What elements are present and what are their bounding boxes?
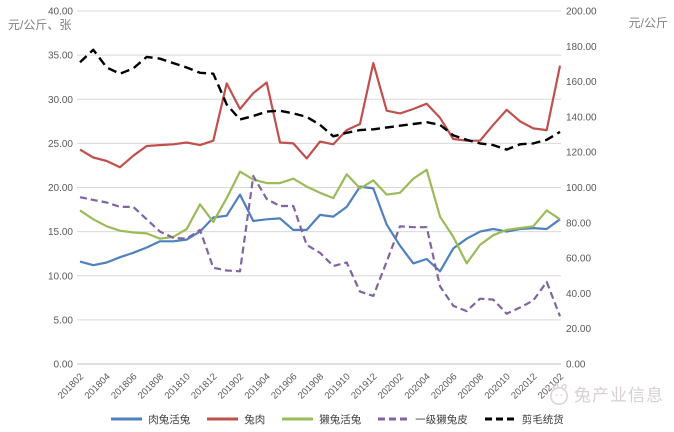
legend-label: 肉兔活兔 xyxy=(148,413,191,426)
series-line-肉兔活兔 xyxy=(79,185,561,273)
x-axis-tick-label: 201802 xyxy=(56,371,86,401)
legend-label: 剪毛统货 xyxy=(521,413,564,426)
right-axis-tick-label: 140.00 xyxy=(566,112,597,123)
series-line-一级獭兔皮 xyxy=(79,174,562,317)
x-axis-tick-label: 201906 xyxy=(269,371,299,401)
left-axis-tick-label: 30.00 xyxy=(48,95,73,106)
right-axis-tick-label: 120.00 xyxy=(566,148,597,159)
x-axis-tick-label: 201810 xyxy=(163,371,193,401)
right-axis-tick-label: 160.00 xyxy=(566,77,597,88)
series-line-兔肉 xyxy=(79,61,562,169)
x-axis-tick-label: 201910 xyxy=(323,371,353,401)
x-axis-tick-label: 202006 xyxy=(429,371,459,401)
left-axis-tick-label: 20.00 xyxy=(48,183,73,194)
x-axis-tick-label: 202010 xyxy=(483,371,513,401)
legend-line-sample xyxy=(282,417,314,421)
x-axis-tick-label: 202002 xyxy=(376,371,406,401)
series-line-獭兔活兔 xyxy=(79,168,561,265)
x-axis-tick-label: 201806 xyxy=(109,371,139,401)
legend-item-肉兔活兔: 肉兔活兔 xyxy=(110,412,190,427)
legend-label: 兔肉 xyxy=(244,413,266,426)
right-axis-tick-label: 20.00 xyxy=(566,324,591,335)
x-axis-tick-label: 201804 xyxy=(83,371,113,401)
right-axis-tick-label: 40.00 xyxy=(566,289,591,300)
legend-item-獭兔活兔: 獭兔活兔 xyxy=(281,412,361,427)
x-axis-tick-label: 201902 xyxy=(216,371,246,401)
right-axis-tick-label: 180.00 xyxy=(566,42,597,53)
right-axis-tick-label: 200.00 xyxy=(566,7,597,18)
x-axis-tick-label: 201812 xyxy=(189,371,219,401)
left-axis-tick-label: 25.00 xyxy=(48,139,73,150)
x-axis-tick-label: 201808 xyxy=(136,371,166,401)
x-axis-tick-label: 202012 xyxy=(509,371,539,401)
legend: 肉兔活兔 兔肉 獭兔活兔 一级獭兔皮 剪毛统货 xyxy=(0,411,674,427)
x-axis-tick-label: 202004 xyxy=(403,371,433,401)
series-line-剪毛统货 xyxy=(79,48,561,151)
x-axis-tick-label: 201908 xyxy=(296,371,326,401)
left-axis-tick-label: 5.00 xyxy=(54,315,74,326)
left-axis-tick-label: 15.00 xyxy=(48,227,73,238)
x-axis-tick-label: 201912 xyxy=(349,371,379,401)
x-axis-tick-label: 202102 xyxy=(536,371,566,401)
left-axis-tick-label: 10.00 xyxy=(48,271,73,282)
legend-item-剪毛统货: 剪毛统货 xyxy=(484,412,564,427)
left-axis-title: 元/公斤、张 xyxy=(8,18,72,32)
left-axis-tick-label: 0.00 xyxy=(54,360,74,371)
legend-line-sample xyxy=(378,417,410,421)
left-axis-tick-label: 35.00 xyxy=(48,51,73,62)
right-axis-title: 元/公斤 xyxy=(628,16,668,30)
right-axis-tick-label: 80.00 xyxy=(566,218,591,229)
legend-line-sample xyxy=(111,417,143,421)
legend-label: 獭兔活兔 xyxy=(319,413,362,426)
left-axis-tick-label: 40.00 xyxy=(48,7,73,18)
right-axis-tick-label: 60.00 xyxy=(566,254,591,265)
legend-item-一级獭兔皮: 一级獭兔皮 xyxy=(377,412,468,427)
legend-item-兔肉: 兔肉 xyxy=(206,412,265,427)
right-axis-tick-label: 0.00 xyxy=(566,360,586,371)
legend-line-sample xyxy=(207,417,239,421)
right-axis-tick-label: 100.00 xyxy=(566,183,597,194)
x-axis-tick-label: 202008 xyxy=(456,371,486,401)
x-axis-tick-label: 201904 xyxy=(243,371,273,401)
legend-line-sample xyxy=(484,417,516,421)
legend-label: 一级獭兔皮 xyxy=(415,413,468,426)
